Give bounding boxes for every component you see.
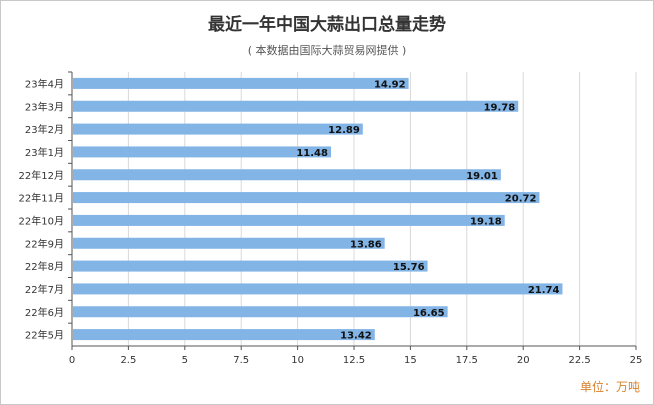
y-tick-label: 22年11月 xyxy=(19,192,64,205)
y-tick-label: 23年2月 xyxy=(25,123,64,136)
bar xyxy=(73,306,448,318)
x-tick-label: 25 xyxy=(630,355,643,366)
x-tick-label: 5 xyxy=(182,355,188,366)
bar xyxy=(73,100,519,112)
x-tick-label: 15 xyxy=(404,355,417,366)
bar-value-label: 11.48 xyxy=(296,148,328,159)
x-tick-label: 7.5 xyxy=(233,355,249,366)
chart-subtitle: ( 本数据由国际大蒜贸易网提供 ) xyxy=(247,44,407,57)
bar-value-label: 19.01 xyxy=(466,171,498,182)
bar xyxy=(73,169,501,181)
chart-title: 最近一年中国大蒜出口总量走势 xyxy=(208,15,446,35)
bar xyxy=(73,192,540,204)
y-tick-label: 23年3月 xyxy=(25,100,64,113)
bar xyxy=(73,123,363,135)
x-tick-label: 22.5 xyxy=(568,355,590,366)
y-tick-label: 22年6月 xyxy=(25,306,64,319)
x-tick-label: 0 xyxy=(69,355,75,366)
bar-value-label: 13.86 xyxy=(350,239,382,250)
y-tick-label: 23年4月 xyxy=(25,77,64,90)
unit-label: 单位：万吨 xyxy=(579,380,640,394)
y-tick-label: 22年5月 xyxy=(25,329,64,342)
bar-value-label: 19.18 xyxy=(470,216,502,227)
x-tick-label: 2.5 xyxy=(120,355,136,366)
bar xyxy=(73,329,375,341)
x-tick-label: 12.5 xyxy=(343,355,365,366)
bar-value-label: 20.72 xyxy=(505,194,537,205)
bar xyxy=(73,237,385,249)
bar xyxy=(73,214,505,226)
bar xyxy=(73,283,563,295)
bar xyxy=(73,77,409,89)
x-tick-label: 20 xyxy=(517,355,530,366)
bar-value-label: 16.65 xyxy=(413,308,445,319)
y-tick-label: 23年1月 xyxy=(25,146,64,159)
bar-value-label: 19.78 xyxy=(484,102,516,113)
y-tick-label: 22年9月 xyxy=(25,237,64,250)
y-tick-label: 22年10月 xyxy=(19,214,64,227)
bar-value-label: 12.89 xyxy=(328,125,360,136)
bar-value-label: 13.42 xyxy=(340,331,372,342)
y-tick-label: 22年7月 xyxy=(25,283,64,296)
x-tick-label: 10 xyxy=(291,355,304,366)
bar-value-label: 15.76 xyxy=(393,262,425,273)
bar xyxy=(73,260,428,272)
bar-value-label: 14.92 xyxy=(374,79,406,90)
y-tick-label: 22年12月 xyxy=(19,169,64,182)
bar-value-label: 21.74 xyxy=(528,285,560,296)
bar xyxy=(73,146,331,158)
x-tick-label: 17.5 xyxy=(456,355,478,366)
y-tick-label: 22年8月 xyxy=(25,260,64,273)
